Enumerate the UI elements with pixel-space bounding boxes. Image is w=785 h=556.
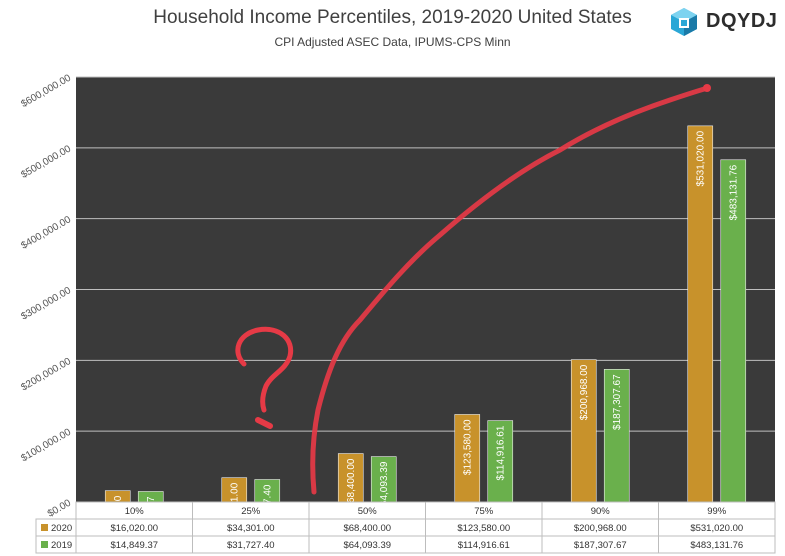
red-question-mark [235,326,294,413]
y-tick-label: $600,000.00 [19,72,73,110]
legend-label: 2020 [51,523,72,534]
data-label: $531,020.00 [696,130,707,186]
x-tick-label: 50% [358,506,378,517]
data-label: $483,131.76 [729,164,740,220]
red-annotation [235,84,711,495]
y-tick-label: $300,000.00 [19,285,73,323]
y-tick-label: $0.00 [46,497,74,519]
bar-2019-2 [370,456,397,503]
legend-label: 2019 [51,540,72,551]
bar-2020-1 [221,477,248,503]
x-tick-label: 25% [241,506,261,517]
bar-2020-2 [337,453,364,503]
legend-swatch-2020 [41,524,48,531]
legend-swatch-2019 [41,541,48,548]
red-question-mark-dot [255,417,273,429]
chart-subtitle: CPI Adjusted ASEC Data, IPUMS-CPS Minn [274,35,511,49]
table-value: $187,307.67 [574,540,627,551]
arrow-tip-dot [703,84,711,92]
logo-text: DQYDJ [706,10,778,32]
red-arrow-curve [310,85,711,495]
y-tick-label: $100,000.00 [19,427,73,465]
x-tick-label: 99% [707,506,727,517]
data-label: $200,968.00 [579,364,590,420]
y-tick-label: $500,000.00 [19,143,73,181]
x-tick-label: 90% [591,506,611,517]
table-value: $34,301.00 [227,523,275,534]
dqydj-logo: DQYDJ [668,6,780,38]
table-value: $483,131.76 [690,540,743,551]
table-value: $64,093.39 [343,540,391,551]
y-tick-label: $200,000.00 [19,356,73,394]
bar-2019-4 [603,369,630,503]
x-tick-label: 10% [125,506,145,517]
dqydj-cube-logo-icon [671,8,697,36]
data-label: $187,307.67 [612,374,623,430]
table-value: $123,580.00 [457,523,510,534]
bar-2019-3 [487,420,514,503]
table-value: $16,020.00 [110,523,158,534]
data-label: $114,916.61 [496,425,507,480]
bar-2020-4 [570,359,597,503]
y-tick-label: $400,000.00 [19,214,73,252]
table-value: $31,727.40 [227,540,275,551]
chart-title: Household Income Percentiles, 2019-2020 … [153,7,632,28]
data-label: $123,580.00 [463,419,474,475]
data-label: $64,093.39 [379,461,390,511]
x-tick-label: 75% [474,506,494,517]
table-value: $531,020.00 [690,523,743,534]
bar-2019-5 [720,159,747,503]
bar-2020-5 [687,125,714,503]
table-value: $114,916.61 [458,540,510,551]
data-label: $68,400.00 [346,458,357,508]
table-value: $68,400.00 [343,523,391,534]
table-value: $14,849.37 [110,540,158,551]
table-value: $200,968.00 [574,523,627,534]
